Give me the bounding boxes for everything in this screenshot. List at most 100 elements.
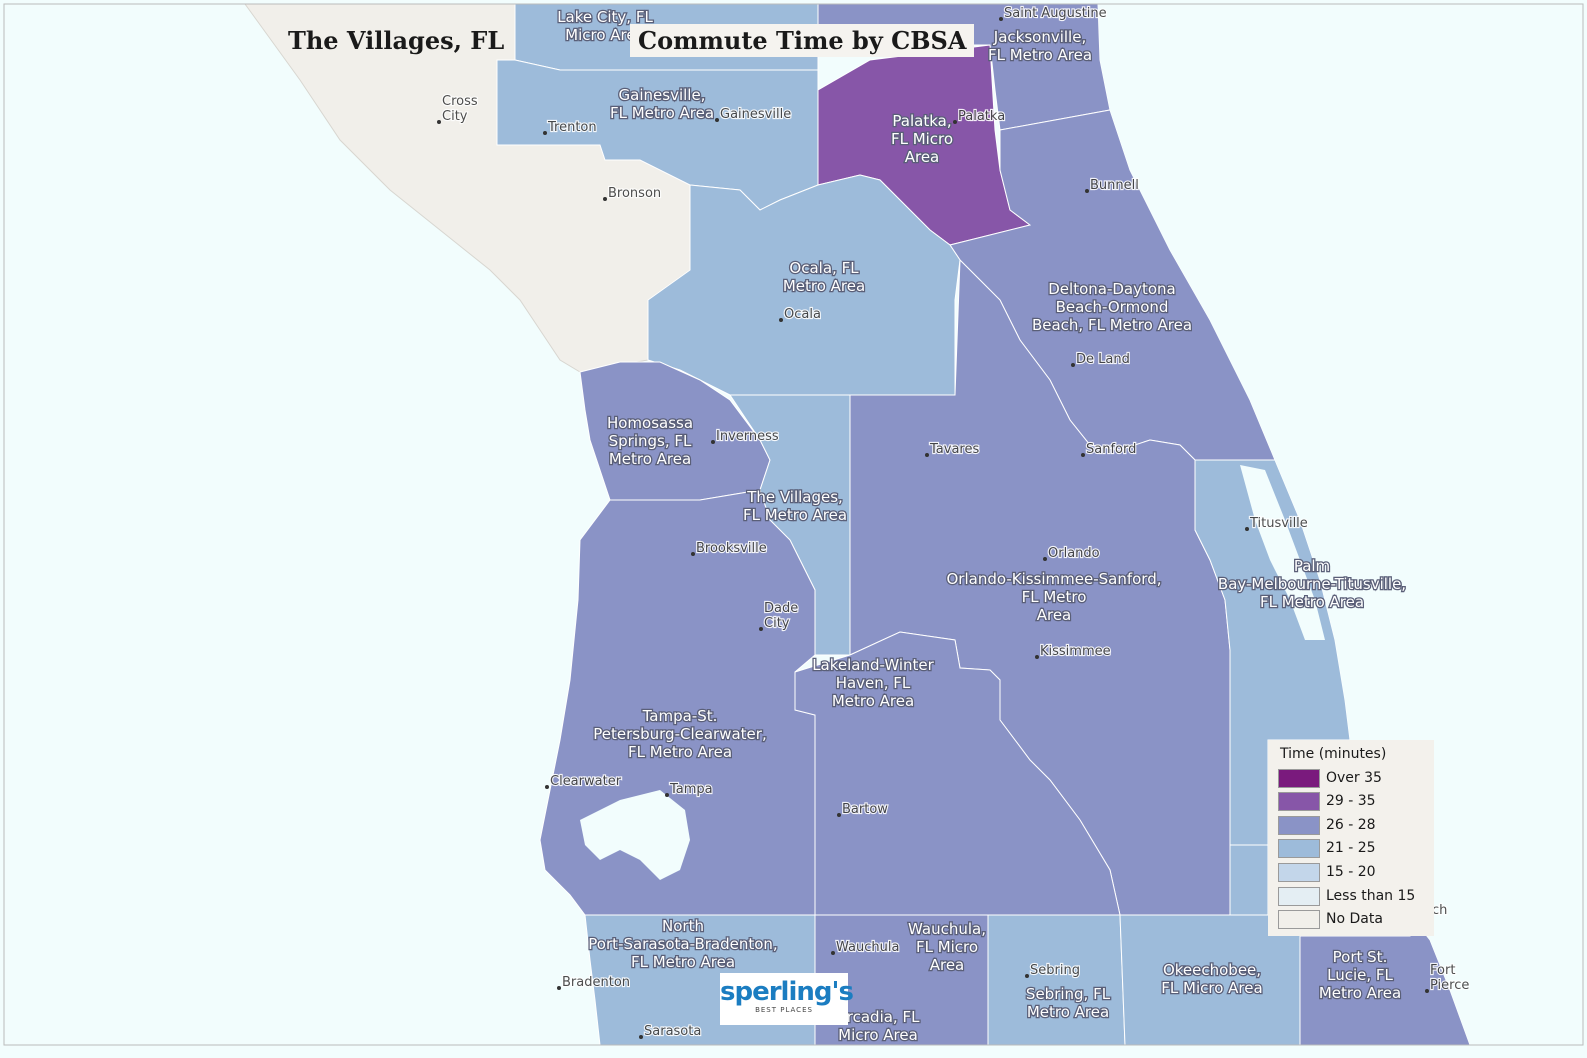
area-north-port: North Port-Sarasota-Bradenton, FL Metro Ar… xyxy=(588,917,777,971)
city-dade-city-line: Dade xyxy=(764,601,798,616)
city-clearwater-line: Clearwater xyxy=(550,774,622,789)
city-bronson-marker xyxy=(603,197,607,201)
area-port-st-lucie: Port St. Lucie, FL Metro Area xyxy=(1319,948,1401,1002)
area-lakeland-line: Haven, FL xyxy=(836,674,911,692)
city-trenton: Trenton xyxy=(547,120,597,135)
city-ocala-marker xyxy=(779,318,783,322)
city-sebring-marker xyxy=(1025,974,1029,978)
area-orlando-line: Area xyxy=(1037,606,1072,624)
city-vero-beach-line: ch xyxy=(1432,903,1447,918)
city-tavares-line: Tavares xyxy=(929,442,979,457)
city-cross-city-marker xyxy=(437,120,441,124)
area-the-villages-line: FL Metro Area xyxy=(743,506,847,524)
city-tavares-marker xyxy=(925,453,929,457)
area-lake-city: Lake City, FL Micro Area xyxy=(557,8,653,44)
area-arcadia-line: Arcadia, FL xyxy=(837,1008,921,1026)
city-palatka: Palatka xyxy=(958,109,1005,124)
city-brooksville-line: Brooksville xyxy=(696,541,767,556)
legend-label: 15 - 20 xyxy=(1326,864,1376,880)
city-gainesville: Gainesville xyxy=(720,107,791,122)
legend-label: Over 35 xyxy=(1326,770,1382,786)
area-jacksonville: Jacksonville, FL Metro Area xyxy=(988,28,1092,64)
area-port-st-lucie-line: Metro Area xyxy=(1319,984,1401,1002)
city-saint-augustine-marker xyxy=(999,17,1003,21)
city-cross-city: Cross City xyxy=(442,94,478,124)
area-lake-city-line: Micro Area xyxy=(565,26,645,44)
location-title: The Villages, FL xyxy=(288,26,505,55)
city-sebring: Sebring xyxy=(1030,963,1080,978)
city-inverness: Inverness xyxy=(716,429,779,444)
city-inverness-marker xyxy=(711,440,715,444)
city-wauchula-line: Wauchula xyxy=(836,940,899,955)
city-palatka-line: Palatka xyxy=(958,109,1005,124)
area-deltona: Deltona-Daytona Beach-Ormond Beach, FL Met… xyxy=(1032,280,1192,334)
city-tampa-line: Tampa xyxy=(669,782,713,797)
area-tampa: Tampa-St. Petersburg-Clearwater, FL Metro … xyxy=(593,707,766,761)
city-clearwater-marker xyxy=(545,785,549,789)
legend-item-21-25: 21 - 25 xyxy=(1278,838,1376,858)
area-homosassa-line: Springs, FL xyxy=(609,432,692,450)
area-port-st-lucie-line: Lucie, FL xyxy=(1327,966,1393,984)
legend-item-no-data: No Data xyxy=(1278,909,1383,929)
area-labels: Lake City, FL Micro Area Jacksonville, FL M… xyxy=(556,7,1408,1046)
legend-label: 21 - 25 xyxy=(1326,840,1376,856)
area-lake-city-line: Lake City, FL xyxy=(557,8,653,26)
city-gainesville-line: Gainesville xyxy=(720,107,791,122)
area-palm-bay-line: Palm xyxy=(1294,557,1330,575)
city-dade-city-line: City xyxy=(764,616,790,631)
legend-swatch xyxy=(1278,862,1320,882)
area-palm-bay-line: Bay-Melbourne-Titusville, xyxy=(1218,575,1406,593)
area-wauchula-line: FL Micro xyxy=(916,938,978,956)
area-ocala-line: Metro Area xyxy=(783,277,865,295)
city-bartow-marker xyxy=(837,813,841,817)
logo-wordmark: sperling's xyxy=(720,977,854,1007)
area-okeechobee-line: FL Micro Area xyxy=(1161,979,1262,997)
city-de-land: De Land xyxy=(1076,352,1130,367)
city-sarasota-marker xyxy=(639,1035,643,1039)
city-vero-beach: ch xyxy=(1432,903,1447,918)
area-okeechobee-line: Okeechobee, xyxy=(1163,961,1261,979)
map-frame xyxy=(3,3,1584,1046)
city-titusville-marker xyxy=(1245,527,1249,531)
city-bunnell-marker xyxy=(1085,189,1089,193)
city-tavares: Tavares xyxy=(929,442,979,457)
area-north-port-line: FL Metro Area xyxy=(631,953,735,971)
city-wauchula-marker xyxy=(831,951,835,955)
city-bartow-line: Bartow xyxy=(842,802,888,817)
legend-swatch xyxy=(1278,768,1320,788)
sperlings-logo[interactable]: sperling's BEST PLACES xyxy=(720,973,854,1025)
area-deltona-line: Beach-Ormond xyxy=(1056,298,1169,316)
tampa-bay xyxy=(580,790,690,880)
area-the-villages: The Villages, FL Metro Area xyxy=(743,488,847,524)
area-palatka-line: Area xyxy=(905,148,940,166)
region-lakeland xyxy=(794,631,1121,916)
legend-swatch xyxy=(1278,886,1320,906)
city-titusville: Titusville xyxy=(1249,516,1308,531)
area-port-st-lucie-line: Port St. xyxy=(1333,948,1388,966)
legend-item-29-35: 29 - 35 xyxy=(1278,791,1376,811)
area-palatka-line: Palatka, xyxy=(892,112,951,130)
area-sebring: Sebring, FL Metro Area xyxy=(1026,985,1111,1021)
area-ocala-line: Ocala, FL xyxy=(789,259,859,277)
city-cross-city-line: City xyxy=(442,109,468,124)
city-brooksville-marker xyxy=(691,552,695,556)
legend-swatch xyxy=(1278,909,1320,929)
area-arcadia-line: Micro Area xyxy=(838,1026,918,1044)
area-homosassa-line: Metro Area xyxy=(609,450,691,468)
legend-item-over-35: Over 35 xyxy=(1278,768,1382,788)
city-fort-pierce-marker xyxy=(1425,989,1429,993)
legend-swatch xyxy=(1278,815,1320,835)
area-deltona-line: Beach, FL Metro Area xyxy=(1032,316,1192,334)
city-bartow: Bartow xyxy=(842,802,888,817)
area-tampa-line: Tampa-St. xyxy=(642,707,718,725)
city-fort-pierce-line: Pierce xyxy=(1430,978,1469,993)
city-fort-pierce-line: Fort xyxy=(1430,963,1455,978)
city-tampa-marker xyxy=(665,793,669,797)
area-the-villages-line: The Villages, xyxy=(746,488,843,506)
legend: Time (minutes) Over 35 29 - 35 26 - 28 2… xyxy=(1268,740,1434,936)
area-deltona-line: Deltona-Daytona xyxy=(1048,280,1176,298)
city-kissimmee-marker xyxy=(1035,655,1039,659)
area-lakeland-line: Metro Area xyxy=(832,692,914,710)
logo-tagline: BEST PLACES xyxy=(755,1006,813,1014)
